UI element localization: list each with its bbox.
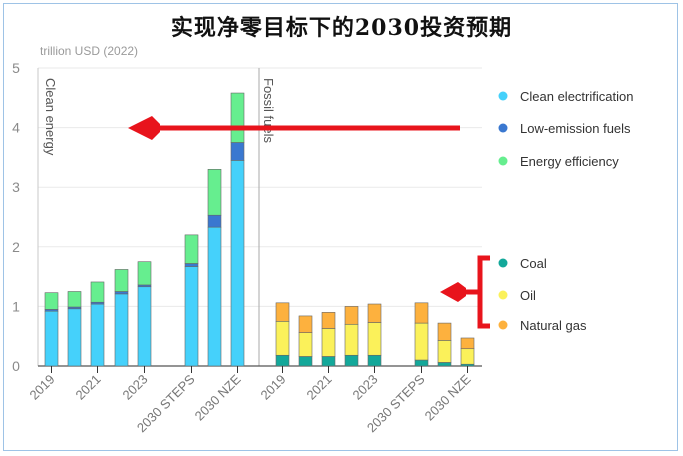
bar-coal: [298, 356, 313, 367]
bar-clean-electrification: [67, 308, 82, 367]
x-tick-label: 2019: [27, 372, 58, 403]
bar-energy-efficiency: [44, 292, 59, 310]
legend-marker: [498, 123, 508, 133]
y-tick-label: 5: [12, 60, 20, 76]
legend-label: Energy efficiency: [520, 154, 619, 169]
bar-oil: [367, 322, 382, 356]
legend-label: Low-emission fuels: [520, 121, 631, 136]
bar-oil: [321, 328, 336, 357]
bar-energy-efficiency: [114, 269, 129, 292]
legend-marker: [498, 258, 508, 268]
bar-coal: [414, 359, 429, 367]
bar-coal: [437, 362, 452, 367]
bar-coal: [367, 354, 382, 367]
bar-oil: [275, 320, 290, 356]
panel-label: Clean energy: [43, 78, 58, 156]
bar-clean-electrification: [44, 310, 59, 367]
bar-clean-electrification: [184, 266, 199, 367]
x-tick-label: 2023: [120, 372, 151, 403]
y-axis-label: trillion USD (2022): [40, 44, 138, 58]
legend-marker: [498, 290, 508, 300]
bar-natural-gas: [367, 303, 382, 323]
bar-low-emission-fuels: [184, 263, 199, 267]
y-tick-label: 2: [12, 239, 20, 255]
bar-natural-gas: [460, 337, 475, 350]
x-tick-label: 2023: [350, 372, 381, 403]
legend-label: Oil: [520, 288, 536, 303]
bar-natural-gas: [298, 315, 313, 333]
bar-energy-efficiency: [184, 234, 199, 264]
legend-label: Clean electrification: [520, 89, 633, 104]
bar-low-emission-fuels: [207, 214, 222, 228]
bar-low-emission-fuels: [230, 142, 245, 161]
y-tick-label: 1: [12, 298, 20, 314]
red-bracket: [477, 255, 490, 329]
bar-coal: [321, 356, 336, 367]
legend-marker: [498, 320, 508, 330]
x-tick-label: 2030 NZE: [422, 371, 474, 423]
bar-coal: [275, 354, 290, 367]
bar-natural-gas: [275, 302, 290, 322]
bar-clean-electrification: [114, 293, 129, 367]
x-tick-label: 2021: [73, 372, 104, 403]
bar-energy-efficiency: [90, 281, 105, 303]
x-tick-label: 2021: [304, 372, 335, 403]
bar-oil: [298, 332, 313, 357]
y-tick-label: 0: [12, 358, 20, 374]
bar-clean-electrification: [230, 160, 245, 367]
chart-title: 实现净零目标下的2030投资预期: [170, 15, 513, 41]
bar-oil: [460, 348, 475, 365]
legend-label: Coal: [520, 256, 547, 271]
x-tick-label: 2030 NZE: [192, 371, 244, 423]
bar-low-emission-fuels: [114, 291, 129, 295]
panel-label: Fossil fuels: [261, 78, 276, 144]
bar-clean-electrification: [207, 226, 222, 367]
bar-natural-gas: [414, 302, 429, 324]
y-tick-label: 3: [12, 179, 20, 195]
bar-clean-electrification: [137, 286, 152, 367]
frame-border: [3, 3, 678, 451]
red-arrow-head-2: [440, 282, 466, 302]
bar-energy-efficiency: [230, 92, 245, 143]
bar-clean-electrification: [90, 303, 105, 367]
x-tick-label: 2019: [258, 372, 289, 403]
bar-energy-efficiency: [207, 169, 222, 216]
bar-energy-efficiency: [137, 261, 152, 286]
bar-natural-gas: [321, 312, 336, 329]
red-arrow-head: [128, 116, 160, 140]
legend-label: Natural gas: [520, 318, 587, 333]
legend-marker: [498, 91, 508, 101]
bar-natural-gas: [437, 322, 452, 341]
y-tick-label: 4: [12, 120, 20, 136]
bar-oil: [437, 340, 452, 363]
bar-oil: [414, 322, 429, 361]
bar-natural-gas: [344, 306, 359, 325]
legend-marker: [498, 156, 508, 166]
bar-energy-efficiency: [67, 291, 82, 308]
bar-coal: [344, 354, 359, 367]
bar-oil: [344, 323, 359, 356]
